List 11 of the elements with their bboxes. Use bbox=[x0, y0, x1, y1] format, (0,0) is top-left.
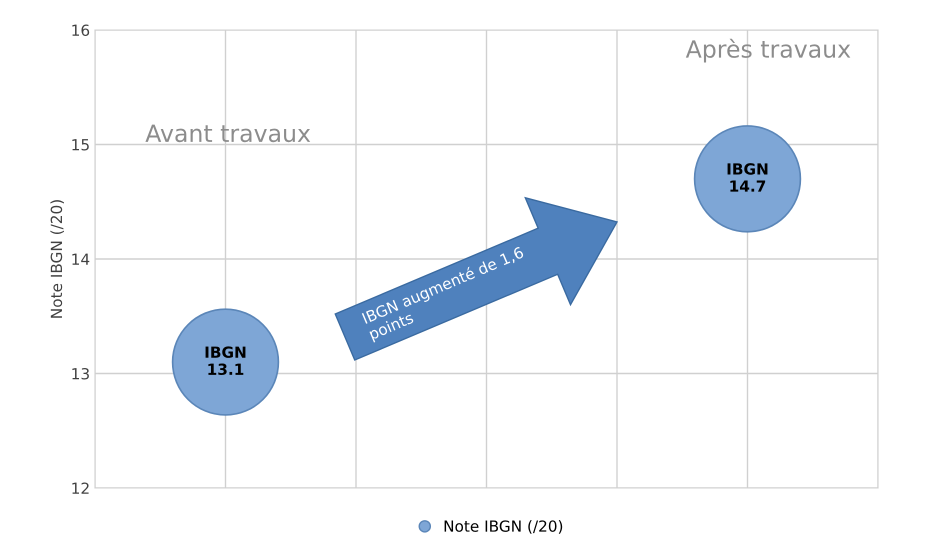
y-tick-label: 13 bbox=[72, 368, 89, 380]
y-tick-label: 12 bbox=[72, 482, 89, 494]
data-label: IBGN 14.7 bbox=[728, 163, 768, 192]
legend-label: Note IBGN (/20) bbox=[444, 520, 562, 534]
y-tick-label: 15 bbox=[72, 139, 89, 151]
y-tick-label: 16 bbox=[72, 24, 90, 36]
y-tick-label: 14 bbox=[72, 254, 90, 265]
data-label: IBGN 13.1 bbox=[206, 346, 246, 376]
annotation: Après travaux bbox=[686, 38, 850, 63]
annotation: Avant travaux bbox=[145, 124, 310, 142]
y-axis-title: Note IBGN (/20) bbox=[50, 200, 64, 318]
